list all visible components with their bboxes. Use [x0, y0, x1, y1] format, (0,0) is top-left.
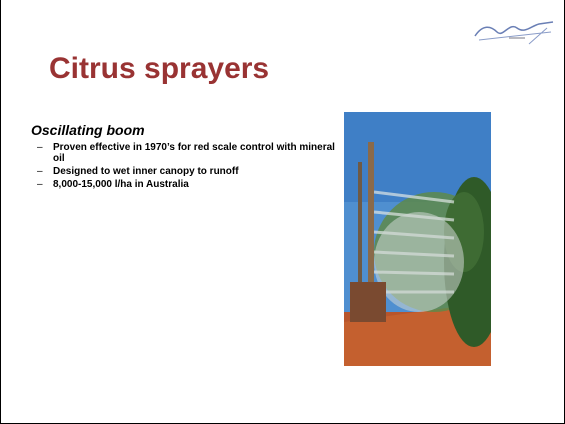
slide-subtitle: Oscillating boom — [31, 122, 145, 138]
bullet-item: Designed to wet inner canopy to runoff — [37, 166, 337, 177]
logo — [474, 21, 554, 45]
slide-title: Citrus sprayers — [49, 52, 270, 85]
photo — [344, 112, 491, 366]
bullet-item: Proven effective in 1970’s for red scale… — [37, 142, 337, 164]
bullet-item: 8,000-15,000 l/ha in Australia — [37, 179, 337, 190]
bullet-list: Proven effective in 1970’s for red scale… — [37, 142, 337, 192]
